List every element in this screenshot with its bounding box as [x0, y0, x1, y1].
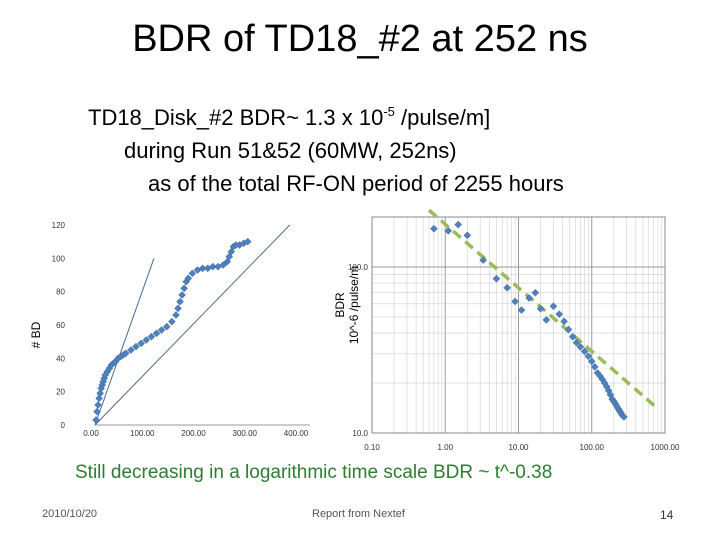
footer-source: Report from Nextef: [312, 508, 405, 520]
x-tick-label: 200.00: [181, 429, 206, 438]
data-point: [568, 332, 577, 341]
subtitle-line-2: during Run 51&52 (60MW, 252ns): [124, 138, 457, 163]
data-point: [430, 224, 438, 233]
data-point: [174, 304, 182, 313]
y-tick-label: 120: [52, 221, 66, 230]
data-point: [137, 339, 145, 348]
data-point: [572, 338, 581, 347]
footer-date: 2010/10/20: [42, 508, 98, 520]
x-tick-label: 0.00: [83, 429, 99, 438]
data-point: [96, 389, 104, 398]
data-point: [542, 316, 551, 324]
data-point: [590, 363, 599, 371]
data-point: [157, 326, 166, 334]
data-point: [587, 357, 596, 366]
data-point: [525, 294, 534, 302]
data-point: [531, 288, 540, 297]
y-tick-label: 40: [56, 354, 65, 363]
fit-line: [94, 224, 291, 426]
y-axis-label-line: 10^-6 /pulse/m: [347, 266, 361, 344]
x-tick-label: 0.10: [364, 443, 380, 452]
data-point: [184, 274, 193, 283]
data-point: [132, 342, 140, 351]
data-point: [127, 346, 135, 354]
y-axis-label: # BD: [29, 321, 43, 348]
data-point: [92, 416, 100, 424]
data-point: [479, 256, 488, 264]
fit-line: [94, 258, 155, 426]
slide-caption: Still decreasing in a logarithmic time s…: [75, 462, 553, 483]
x-tick-label: 1.00: [437, 443, 453, 452]
bdr-log-chart: 0.10 1.00 10.00 100.00 1000.0010.0100.0BDR10…: [333, 208, 680, 452]
data-point: [549, 302, 558, 311]
y-tick-label: 100: [52, 254, 66, 263]
data-point: [511, 297, 520, 306]
y-tick-label: 80: [56, 288, 65, 297]
x-tick-label: 1000.00: [651, 443, 680, 452]
cumulative-bd-chart: 0 20 40 60 80 100 120 0.00 100.00 200.00 300.00 400…: [29, 221, 310, 438]
data-point: [560, 317, 569, 326]
data-point: [209, 262, 217, 271]
data-point: [168, 317, 176, 326]
data-point: [94, 401, 102, 409]
data-point: [147, 332, 156, 341]
data-point: [188, 269, 197, 278]
subtitle-line-1: TD18_Disk_#2 BDR~ 1.3 x 10-5 /pulse/m]: [88, 104, 491, 130]
data-point: [93, 407, 101, 416]
y-axis-label: BDR10^-6 /pulse/m: [333, 266, 361, 344]
data-point: [121, 349, 130, 358]
y-axis-label-line: BDR: [333, 292, 347, 318]
slide-subtitle: TD18_Disk_#2 BDR~ 1.3 x 10-5 /pulse/m] d…: [60, 95, 680, 200]
data-point: [243, 237, 252, 246]
data-point: [555, 310, 564, 318]
data-point: [503, 283, 512, 292]
data-point: [219, 261, 227, 269]
data-point: [492, 274, 501, 283]
data-point: [172, 311, 180, 319]
plot-frame: [371, 216, 666, 434]
y-tick-label: 60: [56, 321, 65, 330]
x-tick-label: 300.00: [233, 429, 258, 438]
data-point: [517, 306, 526, 314]
data-point: [142, 336, 151, 344]
subtitle-line-3: as of the total RF-ON period of 2255 hou…: [148, 171, 564, 196]
data-point: [564, 325, 573, 334]
data-point: [620, 413, 628, 421]
data-point: [95, 394, 103, 403]
data-point: [444, 227, 453, 235]
data-point: [162, 322, 171, 331]
x-tick-label: 10.00: [508, 443, 529, 452]
y-tick-label: 100.0: [348, 263, 369, 272]
data-point: [180, 284, 189, 293]
data-point: [536, 304, 545, 313]
y-tick-label: 0: [61, 421, 66, 430]
data-point: [580, 347, 589, 356]
slide-title: BDR of TD18_#2 at 252 ns: [132, 18, 588, 60]
footer-page-number: 14: [660, 508, 674, 522]
data-point: [454, 220, 463, 229]
x-tick-label: 400.00: [284, 429, 309, 438]
data-point: [152, 329, 161, 338]
y-tick-label: 10.0: [352, 429, 368, 438]
data-point: [463, 231, 472, 240]
y-tick-label: 20: [56, 388, 65, 397]
data-point: [198, 264, 207, 273]
x-tick-label: 100.00: [130, 429, 155, 438]
data-point: [584, 352, 593, 361]
data-point: [576, 343, 585, 351]
x-tick-label: 100.00: [580, 443, 605, 452]
data-point: [176, 297, 184, 306]
data-point: [178, 291, 186, 299]
